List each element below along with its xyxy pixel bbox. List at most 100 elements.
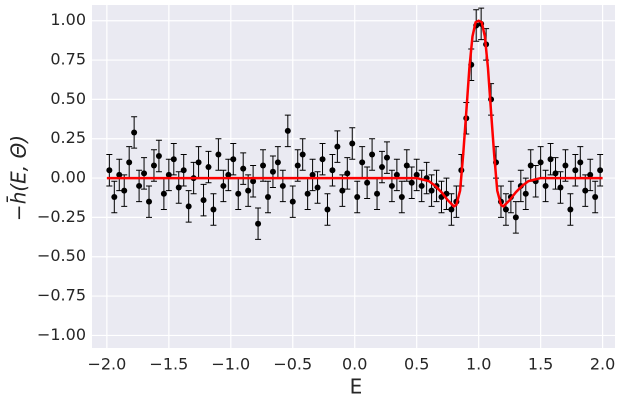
data-point: [349, 140, 356, 147]
y-tick-label: 0.50: [50, 89, 86, 108]
data-point: [383, 154, 390, 161]
y-tick-label: −1.00: [37, 325, 86, 344]
data-point: [547, 156, 554, 163]
data-point: [299, 151, 306, 158]
data-point: [155, 153, 162, 160]
data-point: [393, 171, 400, 178]
y-tick-label: 1.00: [50, 10, 86, 29]
data-point: [304, 190, 311, 197]
fit-line: [106, 19, 603, 208]
data-point: [175, 184, 182, 191]
data-point: [215, 151, 222, 158]
data-point: [106, 167, 113, 174]
data-point: [542, 182, 549, 189]
data-point: [428, 187, 435, 194]
data-point: [160, 190, 167, 197]
data-point: [408, 179, 415, 186]
x-tick-label: 2.0: [590, 355, 615, 374]
data-point: [141, 170, 148, 177]
data-point: [126, 159, 133, 166]
data-point: [289, 198, 296, 205]
data-point: [121, 187, 128, 194]
data-point: [324, 206, 331, 213]
data-point: [260, 162, 267, 169]
data-point: [403, 162, 410, 169]
y-axis-label: −h̄(E, Θ): [6, 135, 31, 221]
data-point: [567, 206, 574, 213]
data-point: [170, 156, 177, 163]
data-point: [264, 193, 271, 200]
x-tick-label: 1.5: [528, 355, 553, 374]
data-point: [245, 187, 252, 194]
y-tick-label: 0.75: [50, 50, 86, 69]
data-point: [418, 182, 425, 189]
data-point: [250, 178, 257, 185]
data-point: [597, 167, 604, 174]
data-point: [284, 127, 291, 134]
data-point: [116, 171, 123, 178]
data-point: [165, 171, 172, 178]
x-axis-label: E: [350, 375, 363, 399]
data-point: [537, 159, 544, 166]
data-point: [274, 159, 281, 166]
data-point: [562, 162, 569, 169]
data-point: [572, 167, 579, 174]
data-point: [185, 203, 192, 210]
data-point: [369, 151, 376, 158]
data-point: [413, 171, 420, 178]
y-tick-label: 0.25: [50, 128, 86, 147]
data-point: [195, 159, 202, 166]
data-point: [314, 184, 321, 191]
data-point: [512, 214, 519, 221]
data-point: [354, 193, 361, 200]
x-tick-label: −1.5: [149, 355, 188, 374]
data-point: [136, 182, 143, 189]
x-tick-label: 1.0: [466, 355, 491, 374]
data-point: [522, 190, 529, 197]
data-point: [587, 171, 594, 178]
data-point: [448, 206, 455, 213]
data-point: [210, 206, 217, 213]
data-point: [359, 159, 366, 166]
data-point: [279, 182, 286, 189]
data-point: [334, 143, 341, 150]
data-point: [582, 187, 589, 194]
x-tick-label: −1.0: [211, 355, 250, 374]
data-point: [230, 156, 237, 163]
data-point: [255, 220, 262, 227]
x-tick-label: 0.5: [404, 355, 429, 374]
data-point: [527, 162, 534, 169]
data-point: [240, 165, 247, 172]
data-point: [200, 197, 207, 204]
data-point: [225, 171, 232, 178]
data-point: [309, 171, 316, 178]
data-point: [592, 193, 599, 200]
data-point: [329, 167, 336, 174]
y-tick-label: −0.50: [37, 246, 86, 265]
data-point: [557, 184, 564, 191]
y-tick-label: −0.25: [37, 207, 86, 226]
data-point: [364, 179, 371, 186]
data-point: [374, 190, 381, 197]
data-point: [220, 182, 227, 189]
data-point: [577, 159, 584, 166]
data-point: [180, 167, 187, 174]
data-point: [339, 187, 346, 194]
data-point: [205, 164, 212, 171]
data-point: [319, 156, 326, 163]
data-point: [235, 190, 242, 197]
data-point: [502, 206, 509, 213]
data-point: [131, 129, 138, 136]
y-tick-label: 0.00: [50, 168, 86, 187]
data-point: [294, 162, 301, 169]
y-tick-label: −0.75: [37, 286, 86, 305]
data-point: [398, 193, 405, 200]
data-point: [111, 193, 118, 200]
data-point: [269, 168, 276, 175]
data-point: [379, 164, 386, 171]
x-tick-label: 0.0: [342, 355, 367, 374]
x-tick-label: −2.0: [87, 355, 126, 374]
data-point: [552, 170, 559, 177]
data-point: [344, 170, 351, 177]
